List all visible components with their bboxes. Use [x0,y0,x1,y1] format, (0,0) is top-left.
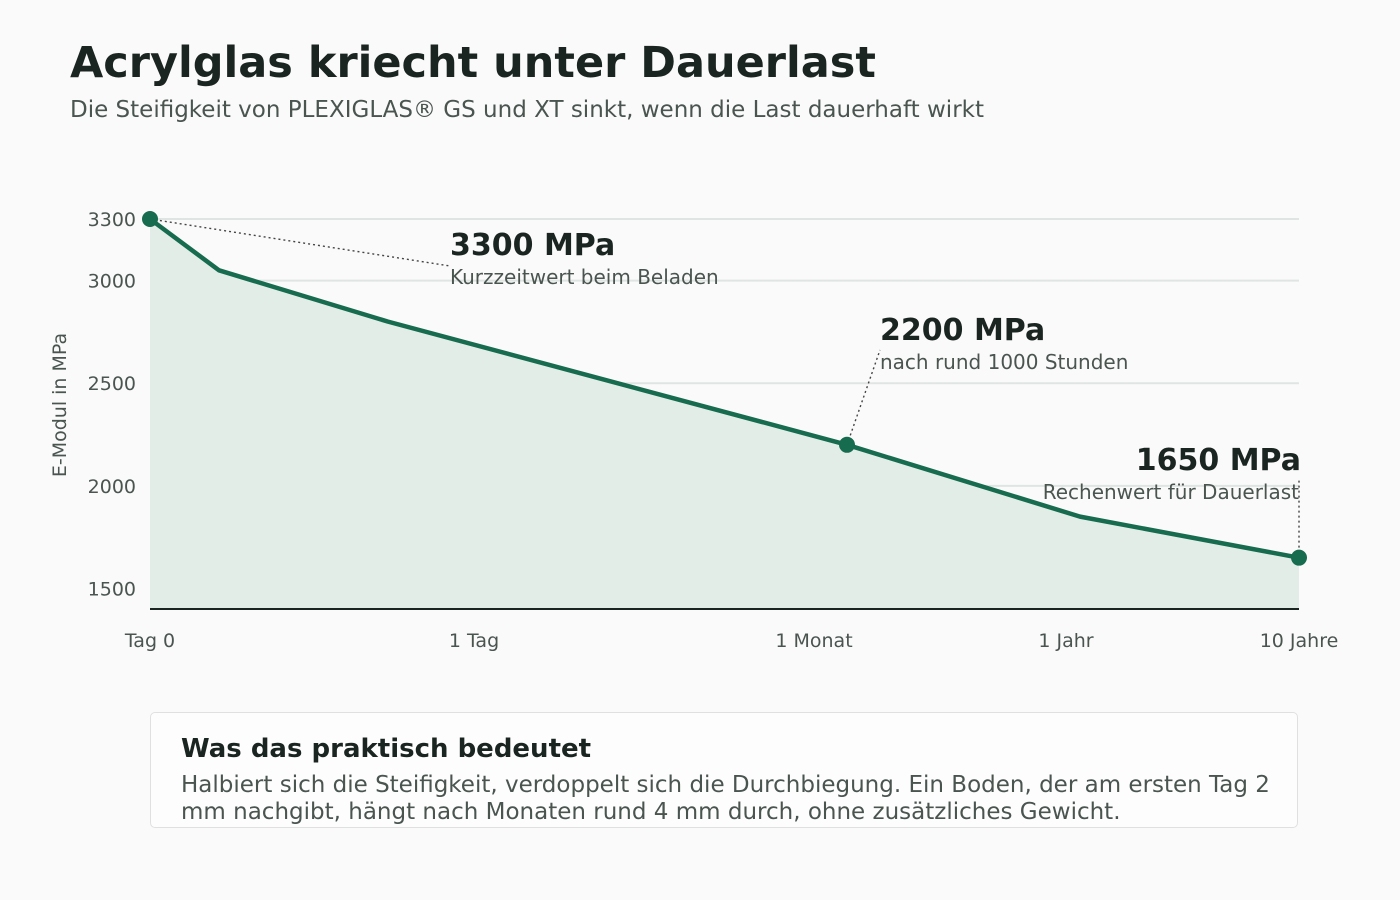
y-tick-label: 2000 [88,476,136,498]
x-tick-label: 1 Tag [449,630,499,652]
data-point-marker [1291,549,1307,566]
annotation-value-end: 1650 MPa [1136,443,1301,478]
annotation-text-start: Kurzzeitwert beim Beladen [450,265,719,289]
x-tick-label: 1 Monat [775,630,852,652]
annotation-leaders [149,218,1300,558]
y-tick-label: 3300 [88,209,136,231]
annotation-leader [846,349,881,446]
y-axis-ticks: 1500 2000 2500 3000 3300 [88,209,136,600]
x-tick-label: 10 Jahre [1260,630,1339,652]
markers [142,211,1307,566]
x-tick-label: Tag 0 [124,630,175,652]
x-axis-ticks: Tag 0 1 Tag 1 Monat 1 Jahr 10 Jahre [124,630,1338,652]
chart: 1500 2000 2500 3000 3300 Tag 0 1 Tag 1 Monat 1 … [49,209,1338,652]
chart-title: Acrylglas kriecht unter Dauerlast [70,38,876,88]
annotation-leader [149,218,451,267]
y-tick-label: 2500 [88,373,136,395]
chart-subtitle: Die Steifigkeit von PLEXIGLAS® GS und XT… [70,97,984,123]
info-card-text: Halbiert sich die Steifigkeit, verdoppel… [181,772,1270,825]
data-point-marker [839,436,855,453]
annotation-value-start: 3300 MPa [450,228,615,263]
x-tick-label: 1 Jahr [1038,630,1093,652]
annotation-text-end: Rechenwert für Dauerlast [1043,480,1299,504]
info-card: Was das praktisch bedeutet Halbiert sich… [150,712,1298,828]
annotation-value-mid: 2200 MPa [880,313,1045,348]
data-point-marker [142,211,158,227]
info-card-title: Was das praktisch bedeutet [181,734,592,764]
y-tick-label: 1500 [88,578,136,600]
series-line [148,217,1300,560]
annotation-text-mid: nach rund 1000 Stunden [880,350,1128,374]
y-axis-title: E-Modul in MPa [49,333,71,477]
y-tick-label: 3000 [88,271,136,293]
